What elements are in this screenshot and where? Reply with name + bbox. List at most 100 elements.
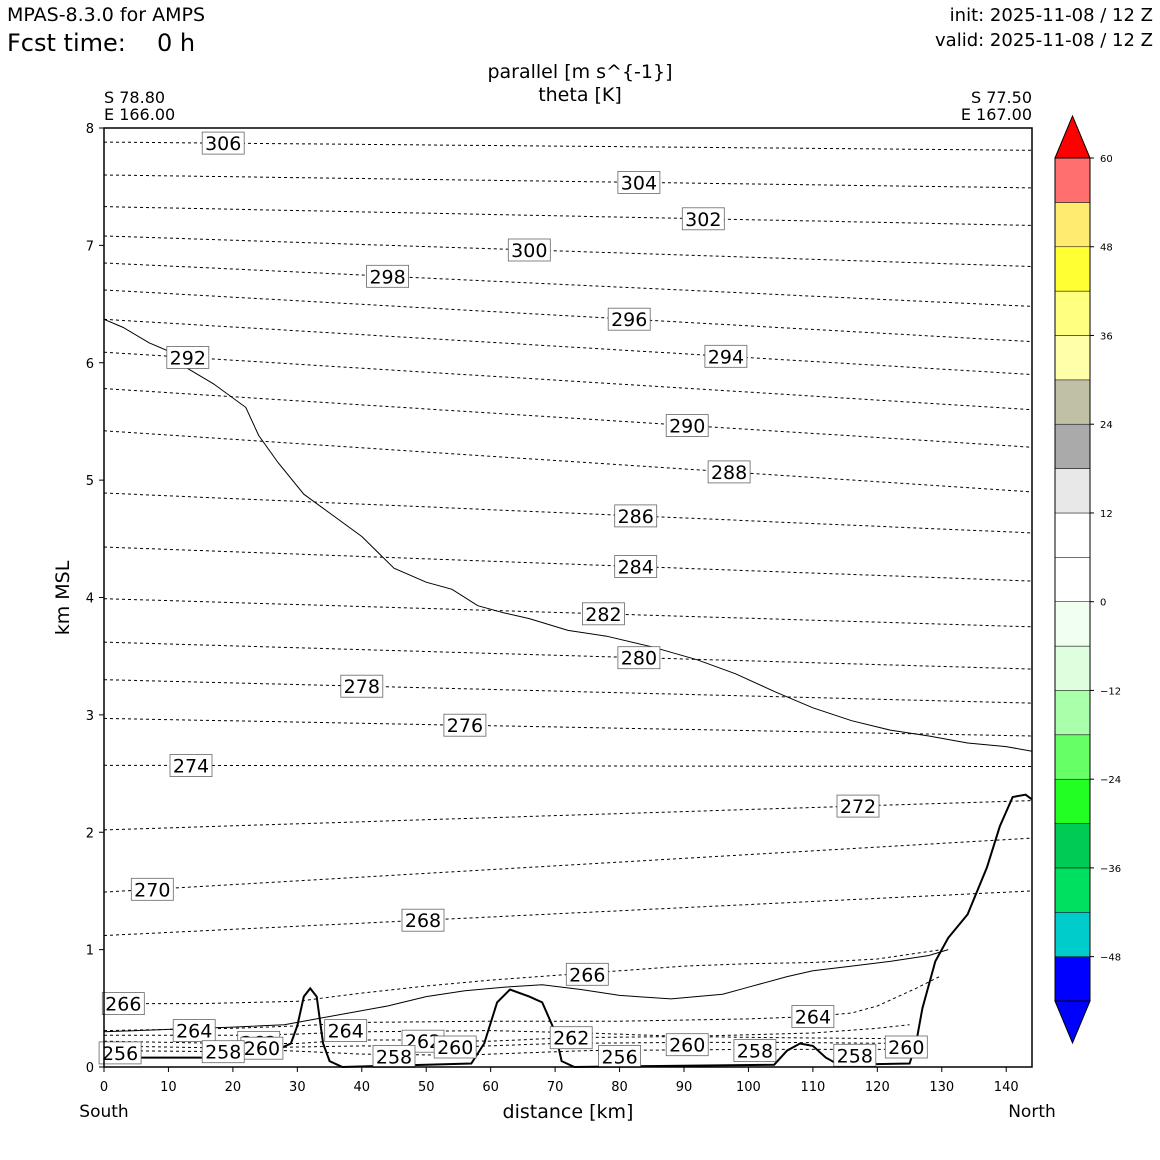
contour-label-text: 258: [737, 1041, 773, 1063]
contour-label-text: 274: [173, 756, 209, 778]
x-tick-label: 80: [611, 1080, 628, 1095]
low-theta-contour: [104, 1024, 910, 1038]
colorbar-segment: [1054, 690, 1091, 736]
colorbar-frame: [1054, 157, 1091, 1002]
theta-label-302: 302: [681, 207, 725, 231]
x-tick-label: 100: [736, 1080, 761, 1095]
contour-label-text: 266: [105, 994, 141, 1016]
theta-label-292: 292: [166, 345, 210, 369]
y-tick-label: 2: [86, 826, 94, 841]
theta-label-298: 298: [366, 264, 410, 288]
theta-label-258: 258: [833, 1043, 877, 1067]
theta-label-262: 262: [549, 1026, 593, 1050]
contour-label-box: [433, 1035, 477, 1059]
contour-label-text: 260: [437, 1037, 473, 1059]
terrain-profile: [104, 793, 1033, 1069]
colorbar-segment: [1054, 956, 1091, 1002]
contour-label-box: [98, 1041, 142, 1065]
colorbar-segment: [1054, 157, 1091, 203]
contour-label-text: 278: [344, 676, 380, 698]
theta-label-264: 264: [791, 1005, 835, 1029]
north-label: North: [1008, 1102, 1056, 1122]
theta-contour-284: [103, 546, 1033, 582]
y-tick-label: 0: [86, 1061, 94, 1076]
theta-label-304: 304: [617, 170, 661, 194]
contour-label-text: 294: [708, 346, 744, 368]
chart-title: parallel [m s^{-1}]: [487, 61, 672, 83]
theta-label-290: 290: [665, 414, 709, 438]
theta-contour-298: [103, 262, 1033, 307]
contour-label-text: 288: [711, 462, 747, 484]
contour-label-box: [582, 602, 625, 626]
theta-label-278: 278: [340, 674, 384, 698]
left-longitude: E 166.00: [104, 105, 175, 124]
theta-label-260: 260: [433, 1035, 477, 1059]
x-tick-label: 110: [800, 1080, 825, 1095]
theta-label-286: 286: [614, 504, 658, 528]
contour-label-box: [614, 504, 658, 528]
theta-contour-296: [103, 289, 1033, 343]
theta-label-264: 264: [324, 1019, 368, 1043]
theta-label-256: 256: [598, 1045, 641, 1068]
contour-label-text: 286: [618, 506, 654, 528]
colorbar-segment: [1054, 557, 1091, 602]
contour-label-text: 258: [837, 1045, 873, 1067]
contour-label-text: 262: [553, 1028, 589, 1050]
colorbar-segment: [1054, 335, 1091, 381]
contour-label-box: [617, 170, 661, 194]
contour-label-box: [665, 1033, 709, 1057]
contour-label-box: [607, 307, 651, 331]
theta-contour-302: [103, 206, 1033, 226]
colorbar-tick-label: −24: [1100, 775, 1121, 786]
theta-contour-288: [103, 430, 1033, 493]
contour-label-box: [340, 674, 384, 698]
theta-label-266: 266: [101, 992, 145, 1016]
colorbar-segment: [1054, 246, 1091, 292]
contour-label-box: [443, 713, 487, 737]
contour-label-box: [791, 1005, 835, 1028]
theta-label-272: 272: [836, 794, 880, 818]
x-tick-label: 40: [354, 1080, 371, 1095]
theta-label-280: 280: [617, 646, 661, 670]
right-longitude: E 167.00: [961, 105, 1032, 124]
contour-label-box: [733, 1039, 777, 1062]
theta-label-300: 300: [507, 238, 551, 262]
theta-label-276: 276: [443, 713, 487, 737]
contour-label-text: 264: [176, 1021, 212, 1043]
contour-label-box: [565, 962, 609, 986]
theta-contour-300: [103, 235, 1033, 267]
theta-label-284: 284: [614, 555, 658, 579]
forecast-time-label: Fcst time:: [7, 29, 126, 57]
contour-label-text: 256: [102, 1043, 138, 1065]
theta-label-274: 274: [169, 754, 213, 778]
theta-label-256: 256: [98, 1041, 142, 1065]
contour-label-text: 264: [795, 1007, 831, 1029]
contour-label-text: 284: [618, 557, 654, 579]
theta-contour-276: [103, 717, 1033, 737]
colorbar-segment: [1054, 601, 1091, 647]
contour-label-box: [201, 131, 245, 155]
contour-label-text: 280: [621, 648, 657, 670]
theta-label-288: 288: [707, 460, 751, 484]
contour-label-text: 264: [328, 1021, 364, 1043]
x-tick-label: 30: [289, 1080, 306, 1095]
x-axis: 0 10 20 30 40 50 60 70 80 90 100 110 120 130 140: [100, 1067, 1019, 1095]
contour-label-box: [169, 754, 213, 777]
x-tick-label: 50: [418, 1080, 435, 1095]
colorbar-tick-label: −48: [1100, 953, 1121, 964]
colorbar-segment: [1054, 423, 1091, 469]
init-time: init: 2025-11-08 / 12 Z: [949, 5, 1153, 26]
theta-contour-270: [103, 837, 1033, 893]
theta-label-258: 258: [733, 1039, 777, 1063]
x-tick-label: 140: [994, 1080, 1019, 1095]
x-tick-label: 120: [865, 1080, 890, 1095]
theta-contour-286: [103, 492, 1033, 534]
colorbar-extend-high: [1054, 114, 1091, 159]
contour-label-box: [366, 264, 410, 288]
contour-label-box: [172, 1019, 216, 1042]
solid-line-upper: [103, 318, 1033, 752]
chart-subtitle: theta [K]: [538, 84, 622, 106]
theta-label-258: 258: [201, 1040, 245, 1064]
colorbar-tick-label: 36: [1100, 331, 1113, 342]
theta-contour-292: [103, 351, 1033, 411]
